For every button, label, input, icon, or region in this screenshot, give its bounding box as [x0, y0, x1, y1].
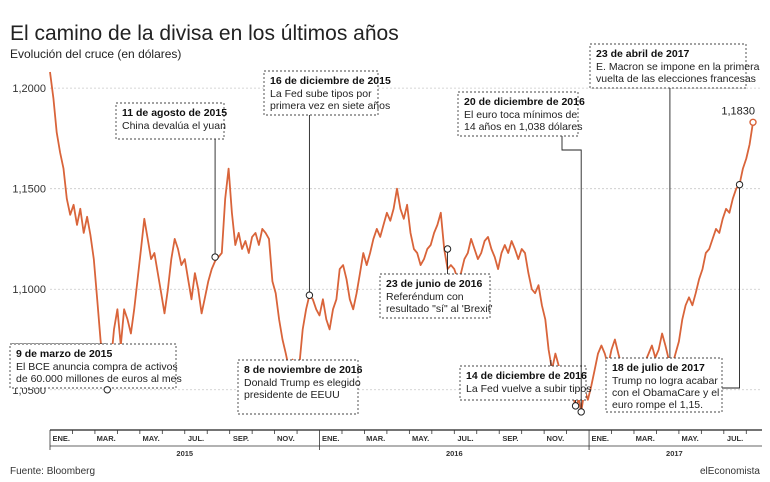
annotation-box: [379, 273, 491, 319]
annotation-box: [459, 365, 587, 401]
month-label: ENE.: [322, 434, 340, 443]
annotation-text: La Fed vuelve a subir tipos: [466, 383, 592, 395]
month-label: ENE.: [52, 434, 70, 443]
annotation-text: 14 años en 1,038 dólares: [464, 121, 583, 133]
annotation-title: 11 de agosto de 2015: [122, 107, 227, 119]
month-label: MAR.: [366, 434, 385, 443]
year-label: 2017: [666, 449, 683, 458]
month-label: JUL.: [188, 434, 204, 443]
annotation-box: [263, 70, 379, 116]
annotation-text: Referéndum con: [386, 291, 464, 303]
annotation-marker: [571, 402, 580, 410]
annotation-title: 8 de noviembre de 2016: [244, 364, 363, 376]
annotation-text: vuelta de las elecciones francesas: [596, 73, 756, 85]
annotation-marker: [305, 291, 314, 299]
annotation-box: [9, 343, 177, 389]
annotation-text: El euro toca mínimos de: [464, 109, 577, 121]
y-tick-label: 1,2000: [12, 83, 46, 95]
annotation-text: Trump no logra acabar: [612, 375, 718, 387]
brand-logo: elEconomista: [700, 466, 760, 477]
month-label: JUL.: [457, 434, 473, 443]
month-label: SEP.: [233, 434, 249, 443]
annotation-box: [589, 43, 747, 89]
chart-title: El camino de la divisa en los últimos añ…: [10, 22, 399, 45]
annotation-title: 14 de diciembre de 2016: [466, 370, 587, 382]
month-label: NOV.: [547, 434, 565, 443]
annotation-title: 18 de julio de 2017: [612, 362, 705, 374]
annotation-text: con el ObamaCare y el: [612, 387, 719, 399]
annotation-leader: [561, 136, 582, 412]
annotation-text: primera vez en siete años: [270, 100, 390, 112]
annotation-title: 20 de diciembre de 2016: [464, 96, 585, 108]
month-label: MAY.: [412, 434, 429, 443]
month-label: ENE.: [592, 434, 610, 443]
month-label: MAY.: [142, 434, 159, 443]
annotation-leader: [722, 184, 740, 389]
annotation-box: [237, 359, 359, 415]
annotation-text: El BCE anuncia compra de activos: [16, 361, 178, 373]
annotation-title: 16 de diciembre de 2015: [270, 75, 391, 87]
month-label: SEP.: [502, 434, 518, 443]
annotation-box: [457, 91, 579, 137]
annotation-title: 9 de marzo de 2015: [16, 348, 112, 360]
annotation-text: euro rompe el 1,15.: [612, 399, 703, 411]
x-axis: ENE. MAR. MAY. JUL. SEP. NOV. ENE. MAR. MAY. JUL.…: [49, 429, 762, 458]
annotation-marker: [211, 253, 219, 261]
year-label: 2015: [176, 449, 193, 458]
annotation-text: resultado "sí" al 'Brexit': [386, 303, 493, 315]
annotation-text: de 60.000 millones de euros al mes: [16, 373, 182, 385]
month-label: NOV.: [277, 434, 295, 443]
annotation-box: [605, 357, 723, 413]
annotation-marker: [735, 180, 744, 189]
annotation-title: 23 de junio de 2016: [386, 278, 482, 290]
month-label: MAY.: [682, 434, 699, 443]
month-label: MAR.: [97, 434, 116, 443]
annotation-text: Donald Trump es elegido: [244, 377, 361, 389]
annotation-box: [115, 102, 225, 140]
month-label: JUL.: [727, 434, 743, 443]
annotation-marker: [577, 408, 585, 416]
annotation-text: E. Macron se impone en la primera: [596, 61, 760, 73]
month-label: MAR.: [636, 434, 655, 443]
source-note: Fuente: Bloomberg: [10, 466, 95, 477]
year-label: 2016: [446, 449, 463, 458]
annotation-text: presidente de EEUU: [244, 389, 340, 401]
annotation-marker: [103, 386, 111, 394]
annotation-text: China devalúa el yuan: [122, 120, 226, 132]
annotation-text: La Fed sube tipos por: [270, 88, 372, 100]
chart-subtitle: Evolución del cruce (en dólares): [10, 47, 181, 61]
end-point-marker: [749, 118, 757, 127]
annotation-marker: [443, 245, 452, 253]
annotation-title: 23 de abril de 2017: [596, 48, 690, 60]
y-tick-label: 1,1000: [12, 284, 46, 296]
y-tick-label: 1,1500: [12, 184, 46, 196]
end-value-label: 1,1830: [721, 105, 755, 117]
